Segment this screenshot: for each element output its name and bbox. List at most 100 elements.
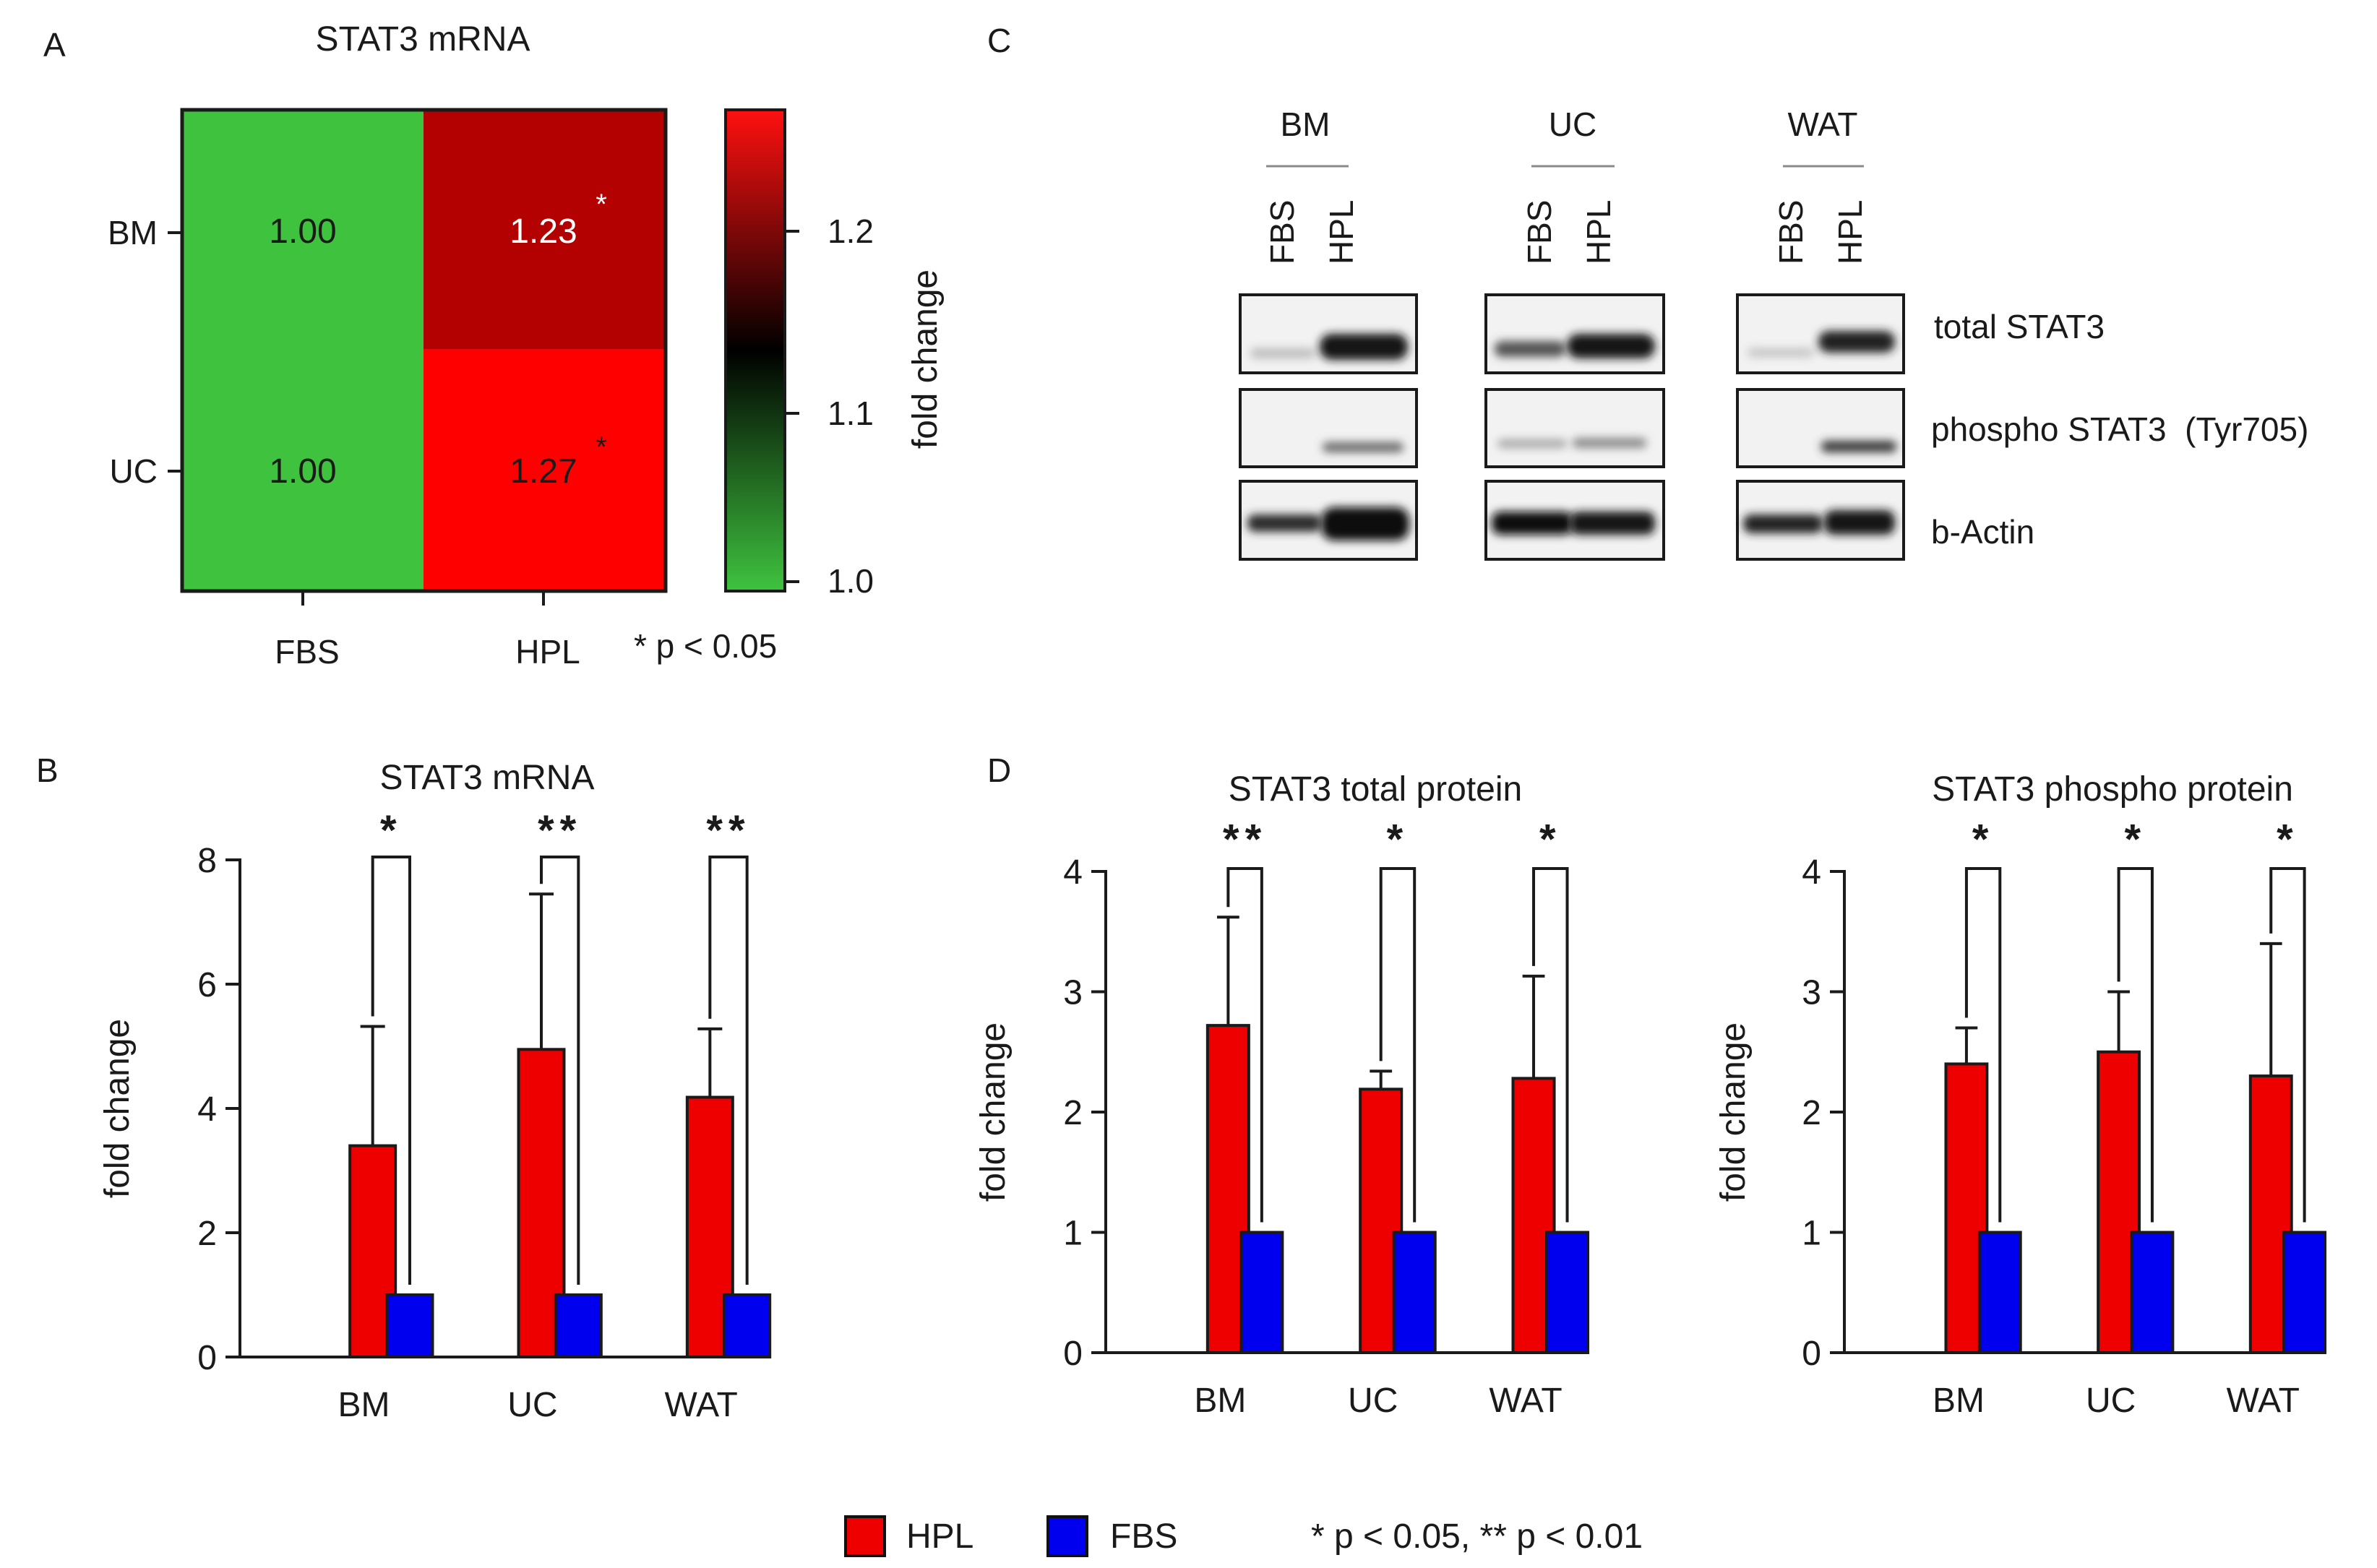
wb-group-label-bm: BM <box>1281 105 1331 143</box>
chart-b-bracket-uc <box>540 856 580 1285</box>
chart-d-phospho-bar-fbs-bm <box>1977 1231 2022 1354</box>
chart-b-bracket-wat <box>708 856 749 1285</box>
colorbar-title: fold change <box>906 270 945 449</box>
chart-b-bar-hpl-wat <box>685 1095 734 1359</box>
heatmap-star-uc-hpl: * <box>596 431 607 463</box>
chart-d-total-ytick-label-4: 4 <box>1063 853 1083 892</box>
chart-b-ylabel: fold change <box>98 1019 137 1198</box>
chart-d-total-ytick-label-0: 0 <box>1063 1335 1083 1373</box>
band-uc-fbs-phospho <box>1497 439 1567 448</box>
chart-d-phospho-bracket-bm <box>1964 867 2002 1223</box>
legend-label-fbs: FBS <box>1110 1517 1177 1556</box>
chart-b-category-wat: WAT <box>665 1386 738 1424</box>
heatmap-frame <box>180 108 668 593</box>
chart-b-bar-fbs-wat <box>723 1293 772 1358</box>
heatmap-value-bm-hpl: 1.23 <box>510 212 577 251</box>
chart-d-phospho-category-bm: BM <box>1933 1382 1985 1420</box>
heatmap-cell-uc-fbs <box>182 349 424 591</box>
heatmap-row-label-bm: BM <box>108 214 158 251</box>
chart-b-bar-fbs-uc <box>554 1293 603 1358</box>
chart-d-phospho-sig-bm: * <box>1972 817 1995 863</box>
heatmap-title: STAT3 mRNA <box>316 20 530 59</box>
chart-d-total-ytick-label-3: 3 <box>1063 974 1083 1012</box>
chart-d-phospho-ytick-label-4: 4 <box>1802 853 1821 892</box>
chart-d-phospho-sig-uc: * <box>2124 817 2146 863</box>
band-wat-hpl-actin <box>1824 510 1895 535</box>
band-uc-fbs-actin <box>1492 512 1573 535</box>
wb-band-label-actin: b-Actin <box>1931 513 2034 551</box>
chart-d-phospho-bracket-uc <box>2117 867 2154 1223</box>
legend-swatch-hpl <box>844 1515 886 1557</box>
chart-d-phospho: STAT3 phospho protein 0 1 2 3 4 fold change * BM… <box>1714 770 2327 1420</box>
chart-d-total-bracket-uc <box>1379 867 1417 1223</box>
heatmap-cell-uc-hpl <box>424 349 666 591</box>
colorbar <box>724 108 786 593</box>
legend-swatch-fbs <box>1046 1515 1088 1557</box>
chart-d-total-ytick-label-2: 2 <box>1063 1094 1083 1132</box>
wb-lane-label-bm-hpl: HPL <box>1323 200 1360 264</box>
chart-b-ytick-label-8: 8 <box>197 842 217 880</box>
heatmap-value-bm-fbs: 1.00 <box>269 212 336 251</box>
chart-d-total-category-wat: WAT <box>1489 1382 1562 1420</box>
chart-d-phospho-ytick-label-1: 1 <box>1802 1215 1821 1253</box>
chart-b-sig-wat: ** <box>706 807 750 854</box>
wb-band-label-phospho: phospho STAT3 (Tyr705) <box>1931 410 2308 448</box>
band-uc-hpl-actin <box>1570 512 1655 535</box>
band-bm-hpl-total <box>1320 334 1408 360</box>
chart-b-ytick-label-4: 4 <box>197 1090 217 1129</box>
chart-d-phospho-title: STAT3 phospho protein <box>1932 770 2293 809</box>
chart-b-title: STAT3 mRNA <box>380 759 595 797</box>
chart-d-phospho-ytick-label-3: 3 <box>1802 974 1821 1012</box>
wb-lane-label-bm-fbs: FBS <box>1263 200 1301 264</box>
chart-d-phospho-ytick-label-0: 0 <box>1802 1335 1821 1373</box>
chart-b-bar-fbs-bm <box>385 1293 434 1358</box>
wb-lane-label-uc-hpl: HPL <box>1580 200 1617 264</box>
band-bm-hpl-phospho <box>1323 442 1404 452</box>
chart-d-total-category-uc: UC <box>1348 1382 1398 1420</box>
colorbar-label-1-0: 1.0 <box>828 562 874 600</box>
panel-a: A STAT3 mRNA 1.00 1.00 1.23 * 1.27 * BM … <box>43 20 945 671</box>
chart-d-phospho-bar-fbs-wat <box>2282 1231 2327 1354</box>
chart-d-total-ytick-label-1: 1 <box>1063 1215 1083 1253</box>
band-wat-fbs-total <box>1748 348 1814 357</box>
chart-d-total-bracket-wat <box>1532 867 1569 1223</box>
panel-c: C BM UC WAT FBS HPL FBS HPL FBS HPL <box>987 22 2308 561</box>
panel-letter-b: B <box>36 751 59 789</box>
chart-d-total-sig-bm: ** <box>1223 817 1267 863</box>
chart-d-phospho-category-uc: UC <box>2086 1382 2136 1420</box>
wb-lane-label-wat-fbs: FBS <box>1772 200 1810 264</box>
wb-group-label-wat: WAT <box>1787 105 1857 143</box>
chart-b-category-bm: BM <box>338 1386 390 1424</box>
band-uc-fbs-total <box>1495 341 1565 357</box>
blot-bm-phospho <box>1239 388 1418 468</box>
chart-d-total-title: STAT3 total protein <box>1229 770 1522 809</box>
wb-lane-label-wat-hpl: HPL <box>1831 200 1869 264</box>
heatmap-star-bm-hpl: * <box>596 189 607 220</box>
band-bm-fbs-total <box>1250 348 1315 358</box>
heatmap-value-uc-fbs: 1.00 <box>269 452 336 491</box>
chart-b-category-uc: UC <box>507 1386 557 1424</box>
heatmap-row-label-uc: UC <box>110 452 158 490</box>
heatmap-value-uc-hpl: 1.27 <box>510 452 577 491</box>
blot-uc-phospho <box>1484 388 1665 468</box>
chart-d-phospho-category-wat: WAT <box>2227 1382 2300 1420</box>
wb-lane-label-uc-fbs: FBS <box>1521 200 1558 264</box>
chart-d-total-bracket-bm <box>1226 867 1263 1223</box>
chart-b-ytick-label-2: 2 <box>197 1215 217 1253</box>
band-wat-hpl-phospho <box>1821 441 1896 452</box>
chart-b-sig-uc: ** <box>538 807 582 854</box>
chart-b: STAT3 mRNA 0 2 4 6 8 fold change * BM ** UC ** WAT <box>98 759 772 1424</box>
heatmap-cell-bm-hpl <box>424 110 666 349</box>
chart-b-ytick-label-6: 6 <box>197 966 217 1004</box>
chart-b-sig-bm: * <box>380 807 403 854</box>
band-wat-fbs-actin <box>1743 514 1823 533</box>
colorbar-label-1-1: 1.1 <box>828 395 874 432</box>
panel-b: B STAT3 mRNA 0 2 4 6 8 fold change * BM ** UC ** WAT <box>36 751 772 1424</box>
band-uc-hpl-total <box>1567 334 1655 358</box>
chart-d-total-ylabel: fold change <box>974 1022 1013 1202</box>
heatmap-pvalue-note: * p < 0.05 <box>634 627 777 665</box>
chart-d-phospho-ylabel: fold change <box>1714 1022 1753 1202</box>
legend-pvalue-note: * p < 0.05, ** p < 0.01 <box>1311 1517 1643 1556</box>
chart-d-total-bar-fbs-uc <box>1392 1231 1437 1354</box>
band-bm-fbs-actin <box>1247 514 1321 532</box>
